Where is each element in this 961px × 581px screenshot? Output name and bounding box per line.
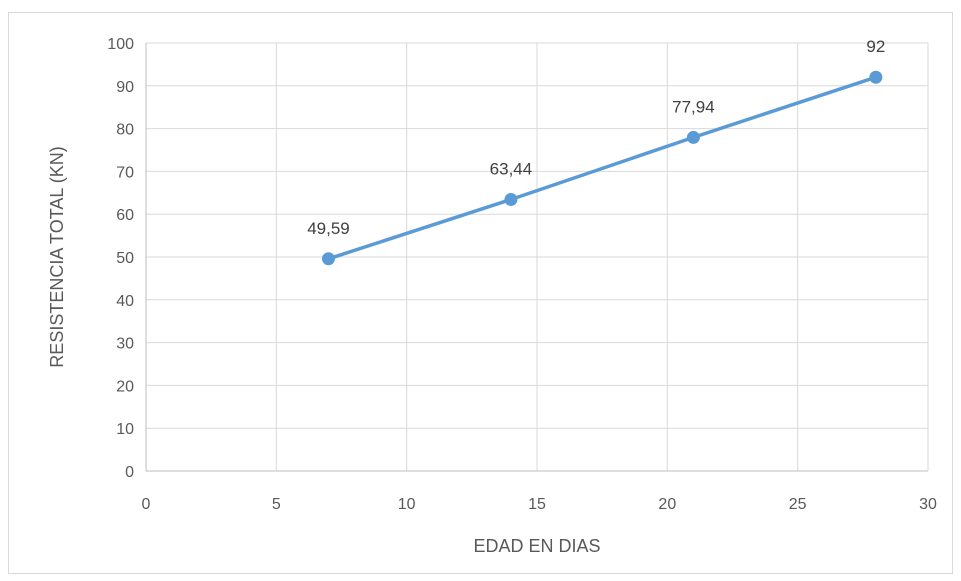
x-tick-label-10: 10 <box>398 496 416 513</box>
y-tick-label-0: 0 <box>125 464 134 481</box>
chart-frame <box>8 12 953 574</box>
y-tick-label-10: 10 <box>116 421 134 438</box>
series <box>321 70 883 266</box>
y-tick-label-50: 50 <box>116 250 134 267</box>
x-tick-label-30: 30 <box>919 496 937 513</box>
y-tick-label-30: 30 <box>116 336 134 353</box>
x-tick-label-20: 20 <box>658 496 676 513</box>
data-point-0 <box>321 252 335 266</box>
y-tick-label-40: 40 <box>116 293 134 310</box>
data-label-2: 77,94 <box>672 97 715 116</box>
y-tick-label-70: 70 <box>116 164 134 181</box>
data-point-1 <box>504 192 518 206</box>
grid-lines <box>146 42 929 471</box>
data-label-0: 49,59 <box>307 219 350 238</box>
y-tick-labels: 0 10 20 30 40 50 60 70 80 90 100 <box>107 36 134 481</box>
data-label-1: 63,44 <box>490 159 533 178</box>
x-tick-labels: 0 5 10 15 20 25 30 <box>142 496 937 513</box>
x-axis-title: EDAD EN DIAS <box>473 536 600 556</box>
x-tick-label-15: 15 <box>528 496 546 513</box>
x-tick-label-0: 0 <box>142 496 151 513</box>
data-point-3 <box>869 70 883 84</box>
y-tick-label-100: 100 <box>107 36 134 53</box>
series-line-0 <box>327 75 877 261</box>
data-label-3: 92 <box>866 37 885 56</box>
axes <box>145 43 928 472</box>
data-point-2 <box>686 130 700 144</box>
x-tick-label-5: 5 <box>272 496 281 513</box>
y-axis-title: RESISTENCIA TOTAL (KN) <box>47 146 67 367</box>
y-tick-label-90: 90 <box>116 79 134 96</box>
data-labels: 49,59 63,44 77,94 92 <box>307 37 885 238</box>
y-tick-label-80: 80 <box>116 122 134 139</box>
y-tick-label-20: 20 <box>116 378 134 395</box>
x-tick-label-25: 25 <box>789 496 807 513</box>
y-tick-label-60: 60 <box>116 207 134 224</box>
